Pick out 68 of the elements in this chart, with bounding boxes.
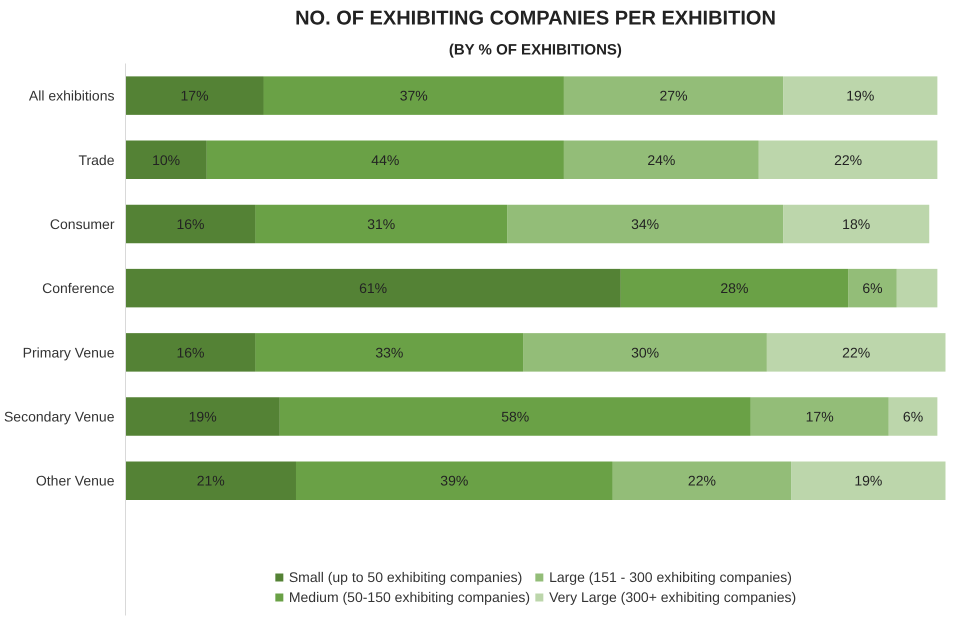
y-tick-label: Conference — [42, 280, 115, 296]
bar — [896, 268, 938, 308]
data-label: 30% — [631, 344, 660, 360]
data-label: 22% — [688, 472, 716, 489]
bar — [255, 204, 508, 244]
data-label: 31% — [367, 216, 396, 232]
bar — [888, 397, 938, 436]
bar — [766, 333, 946, 372]
data-label: 37% — [400, 88, 428, 104]
y-tick-label: Consumer — [50, 216, 115, 232]
chart-subtitle: (BY % OF EXHIBITIONS) — [448, 42, 622, 58]
legend-label: Large (151 - 300 exhibiting companies) — [549, 569, 792, 585]
legend-label: Medium (50-150 exhibiting companies) — [288, 589, 530, 605]
y-tick-label: Primary Venue — [22, 344, 115, 360]
y-tick-label: Other Venue — [36, 472, 115, 489]
data-label: 16% — [176, 344, 204, 360]
data-label: 17% — [180, 88, 209, 104]
data-label: 24% — [647, 152, 676, 168]
data-label: 22% — [834, 152, 862, 168]
data-label: 19% — [854, 472, 882, 489]
bar — [126, 140, 207, 180]
data-label: 34% — [631, 216, 660, 232]
legend-label: Very Large (300+ exhibiting companies) — [549, 589, 796, 605]
data-label: 28% — [720, 280, 748, 296]
data-label: 17% — [806, 408, 834, 425]
data-label: 6% — [902, 408, 924, 425]
data-label: 21% — [196, 472, 225, 489]
data-label: 39% — [440, 472, 468, 489]
bar — [126, 268, 621, 308]
bar — [255, 333, 524, 372]
bar — [783, 204, 930, 244]
data-label: 44% — [371, 152, 400, 168]
bar — [791, 461, 946, 500]
data-label: 19% — [188, 408, 217, 425]
data-label: 19% — [846, 88, 874, 104]
y-tick-label: Secondary Venue — [4, 408, 115, 425]
y-tick-label: All exhibitions — [28, 88, 115, 104]
data-label: 10% — [152, 152, 180, 168]
bar — [507, 204, 784, 244]
bar — [620, 268, 848, 308]
bar — [126, 333, 256, 372]
bar — [206, 140, 564, 180]
data-label: 6% — [862, 280, 883, 296]
bar — [783, 76, 938, 115]
bar — [296, 461, 613, 500]
bar — [264, 76, 564, 115]
data-label: 27% — [660, 88, 688, 104]
bar — [612, 461, 792, 500]
bar — [126, 76, 264, 115]
bar — [280, 397, 751, 436]
bar — [564, 76, 784, 115]
data-label: 18% — [842, 216, 870, 232]
data-label: 61% — [359, 280, 388, 296]
bar — [126, 397, 280, 436]
bar — [758, 140, 938, 180]
bar — [750, 397, 889, 436]
data-label: 22% — [842, 344, 870, 360]
data-label: 58% — [501, 408, 530, 425]
data-label: 33% — [375, 344, 404, 360]
bar — [564, 140, 759, 180]
bar — [848, 268, 897, 308]
chart-title: NO. OF EXHIBITING COMPANIES PER EXHIBITION — [295, 8, 776, 30]
bar — [523, 333, 767, 372]
data-label: 16% — [176, 216, 204, 232]
bar — [126, 204, 256, 244]
legend-label: Small (up to 50 exhibiting companies) — [288, 569, 522, 585]
y-tick-label: Trade — [78, 152, 115, 168]
bar — [126, 461, 296, 500]
